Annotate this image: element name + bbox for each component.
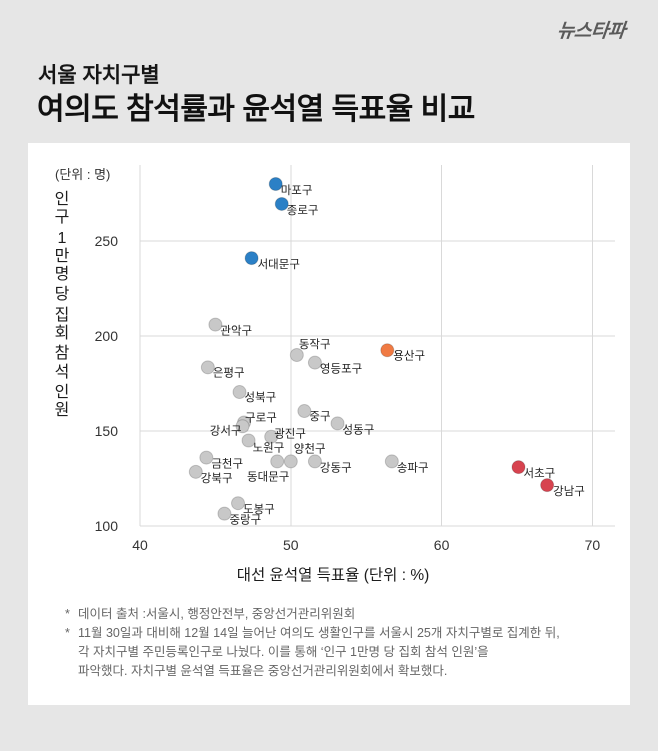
y-tick-label: 250	[95, 233, 119, 249]
y-axis-label-char: 회	[54, 325, 70, 343]
chart-panel: 100 150 200 250 40 50 60 70 마포구 종로구 서대문구 관악구 동작구 영등포구…	[28, 143, 630, 705]
data-point	[380, 343, 395, 358]
data-point	[274, 196, 289, 211]
data-label: 관악구	[220, 325, 252, 338]
data-label: 양천구	[294, 441, 326, 455]
y-axis-label-char: 구	[54, 209, 70, 227]
data-point	[268, 177, 283, 191]
brand-logo: 뉴스타파	[555, 21, 627, 42]
data-point	[511, 460, 526, 475]
footnote-marker: *	[65, 607, 70, 621]
data-label: 금천구	[211, 457, 243, 471]
data-label: 구로구	[245, 412, 277, 424]
data-label: 서초구	[523, 467, 555, 480]
data-label: 성동구	[343, 423, 375, 436]
tick-labels: 100 150 200 250 40 50 60 70	[95, 233, 601, 553]
data-point	[307, 355, 322, 370]
data-label: 중구	[309, 411, 330, 423]
data-points	[188, 177, 555, 521]
footnote-marker: *	[65, 626, 70, 640]
y-axis-unit: (단위 : 명)	[55, 167, 111, 182]
data-label: 송파구	[397, 461, 429, 474]
data-label: 도봉구	[243, 503, 275, 516]
y-axis-label-char: 1	[57, 229, 67, 247]
data-label: 용산구	[393, 349, 425, 362]
chart-title: 여의도 참석률과 윤석열 득표율 비교	[37, 93, 475, 126]
gridlines	[139, 165, 615, 527]
data-point	[289, 348, 304, 362]
data-label: 광진구	[274, 428, 306, 441]
data-label: 동작구	[299, 338, 331, 351]
footnote-body: 11월 30일과 대비해 12월 14일 늘어난 여의도 생활인구를 서울시 2…	[78, 624, 560, 681]
data-label: 영등포구	[320, 363, 362, 376]
data-label: 서대문구	[258, 258, 300, 271]
footnote-method: * 11월 30일과 대비해 12월 14일 늘어난 여의도 생활인구를 서울시…	[65, 624, 560, 681]
y-axis-label-char: 집	[54, 306, 70, 324]
data-label: 중랑구	[229, 514, 261, 527]
x-axis-label: 대선 윤석열 득표율 (단위 : %)	[236, 567, 430, 584]
data-point	[283, 454, 298, 469]
footnote-line: 데이터 출처 :서울시, 행정안전부, 중앙선거관리위원회	[78, 607, 356, 621]
data-point	[199, 450, 214, 465]
y-axis-label-char: 만	[54, 247, 70, 265]
data-label: 마포구	[281, 184, 313, 197]
data-point	[384, 454, 399, 469]
y-axis-label-char: 인	[54, 191, 70, 208]
y-axis-label-char: 인	[54, 383, 70, 401]
y-axis-label-char: 석	[54, 363, 70, 381]
x-tick-label: 70	[585, 537, 601, 553]
data-point	[307, 454, 322, 469]
y-axis-label-char: 참	[54, 345, 70, 363]
chart-subtitle: 서울 자치구별	[38, 64, 160, 87]
data-point	[188, 464, 203, 479]
data-label: 노원구	[253, 441, 285, 455]
footnotes: * 데이터 출처 :서울시, 행정안전부, 중앙선거관리위원회 * 11월 30…	[65, 605, 560, 681]
y-tick-label: 150	[95, 423, 119, 439]
y-axis-label-char: 당	[54, 286, 70, 304]
footnote-line: 11월 30일과 대비해 12월 14일 늘어난 여의도 생활인구를 서울시 2…	[78, 626, 560, 640]
y-axis-label-char: 원	[54, 402, 70, 420]
x-tick-label: 60	[434, 537, 450, 553]
data-point	[217, 506, 232, 521]
data-label: 성북구	[245, 391, 277, 404]
data-point	[244, 251, 259, 266]
data-label: 강동구	[320, 461, 352, 474]
data-label: 은평구	[213, 366, 245, 379]
data-point	[231, 496, 246, 511]
data-label: 강북구	[201, 472, 233, 485]
data-point	[241, 433, 256, 448]
data-label: 종로구	[287, 205, 319, 217]
data-label: 동대문구	[247, 470, 289, 483]
footnote-line: 각 자치구별 주민등록인구로 나눴다. 이를 통해 ‘인구 1만명 당 집회 참…	[78, 645, 489, 659]
data-point	[330, 416, 345, 431]
footnote-line: 파악했다. 자치구별 윤석열 득표율은 중앙선거관리위원회에서 확보했다.	[78, 664, 448, 678]
data-label: 강남구	[553, 485, 585, 498]
footnote-source: * 데이터 출처 :서울시, 행정안전부, 중앙선거관리위원회	[65, 605, 560, 624]
data-point	[297, 404, 312, 419]
x-tick-label: 40	[132, 537, 148, 553]
y-tick-label: 100	[95, 518, 119, 534]
data-point	[540, 478, 555, 493]
data-point	[200, 360, 215, 375]
x-tick-label: 50	[283, 537, 299, 553]
data-point	[208, 317, 223, 332]
data-point	[235, 419, 250, 434]
data-point	[264, 429, 279, 444]
data-point	[270, 454, 285, 469]
y-axis-label-char: 명	[54, 266, 70, 284]
data-label: 강서구	[210, 424, 242, 437]
data-point	[232, 385, 247, 400]
y-tick-label: 200	[95, 328, 119, 344]
